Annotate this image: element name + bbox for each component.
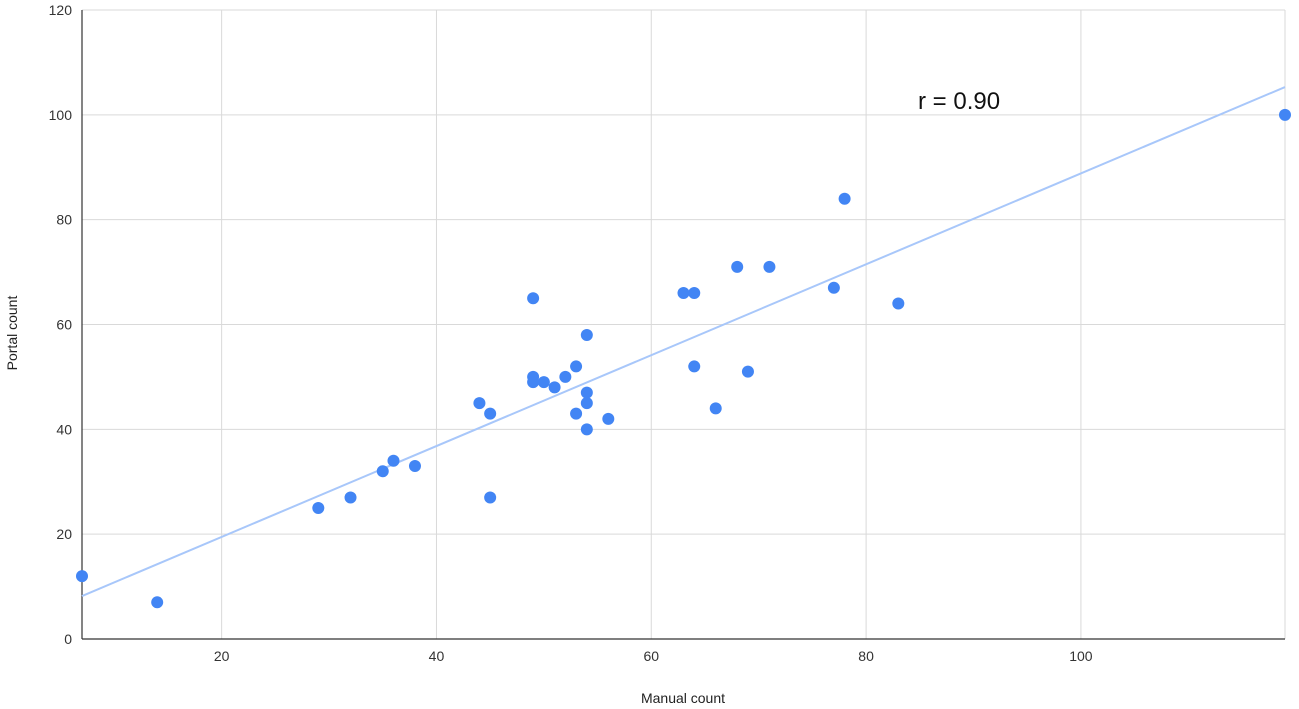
correlation-annotation: r = 0.90: [918, 88, 1000, 115]
data-point-9: [484, 491, 497, 504]
data-point-31: [838, 192, 851, 205]
data-point-10: [527, 292, 540, 305]
data-point-33: [1279, 108, 1291, 121]
data-point-22: [602, 412, 615, 425]
y-tick-label-40: 40: [56, 421, 72, 437]
data-point-12: [527, 376, 540, 389]
data-point-29: [763, 260, 776, 273]
data-point-25: [688, 360, 701, 373]
x-tick-label-40: 40: [429, 648, 445, 664]
data-point-7: [473, 397, 486, 410]
grid-lines: [82, 9, 1286, 639]
data-points: [76, 108, 1291, 609]
data-point-26: [709, 402, 722, 415]
y-tick-label-60: 60: [56, 317, 72, 333]
data-point-20: [580, 397, 593, 410]
y-tick-label-0: 0: [64, 631, 72, 647]
data-point-24: [688, 287, 701, 300]
trendline: [81, 86, 1286, 597]
x-tick-label-100: 100: [1069, 648, 1093, 664]
data-point-19: [580, 386, 593, 399]
x-tick-label-60: 60: [643, 648, 659, 664]
data-point-17: [570, 407, 583, 420]
data-point-16: [570, 360, 583, 373]
tick-labels: 0 20 40 60 80 100 120 20 40 60 80 100: [49, 2, 1093, 664]
x-tick-label-80: 80: [858, 648, 874, 664]
data-point-4: [376, 465, 389, 478]
data-point-27: [731, 260, 744, 273]
x-tick-label-20: 20: [214, 648, 230, 664]
data-point-23: [677, 287, 690, 300]
data-point-13: [537, 376, 550, 389]
trendline-group: [81, 86, 1286, 597]
y-tick-label-20: 20: [56, 526, 72, 542]
data-point-1: [151, 596, 164, 609]
data-point-32: [892, 297, 905, 310]
data-point-2: [312, 501, 325, 514]
data-point-18: [580, 328, 593, 341]
y-tick-label-120: 120: [49, 2, 73, 18]
y-axis-label: Portal count: [4, 296, 20, 371]
data-point-6: [408, 460, 421, 473]
data-point-8: [484, 407, 497, 420]
data-point-21: [580, 423, 593, 436]
data-point-15: [559, 370, 572, 383]
x-axis-label: Manual count: [641, 690, 725, 706]
data-point-0: [76, 570, 88, 583]
y-tick-label-80: 80: [56, 212, 72, 228]
data-point-5: [387, 454, 400, 467]
y-tick-label-100: 100: [49, 107, 73, 123]
axes: [81, 10, 1285, 640]
data-point-28: [741, 365, 754, 378]
data-point-3: [344, 491, 357, 504]
data-point-30: [827, 281, 840, 294]
data-point-14: [548, 381, 561, 394]
